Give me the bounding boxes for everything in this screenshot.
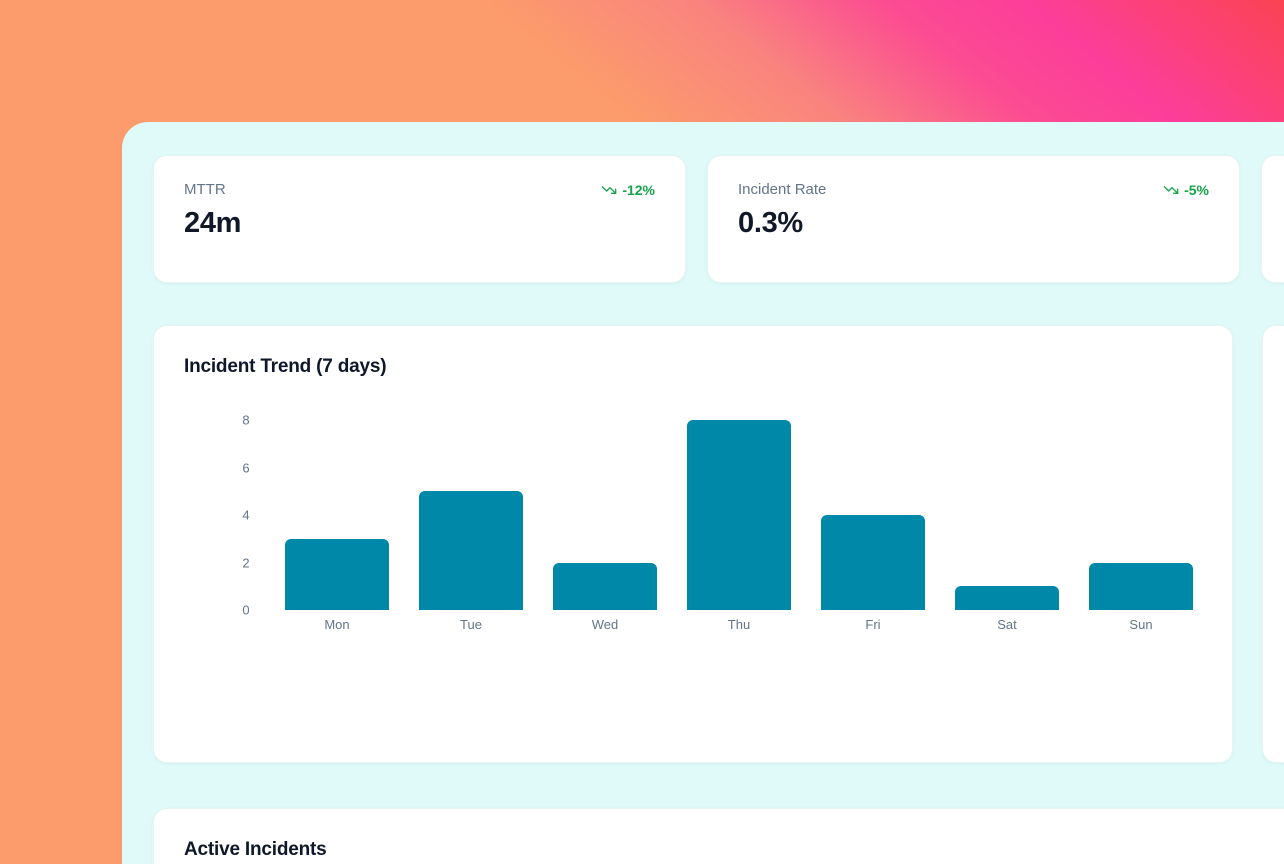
y-axis-tick: 6	[242, 460, 250, 475]
bar-thu	[687, 420, 791, 610]
x-axis-label: Thu	[727, 617, 751, 632]
bar-plot: 0 2 4 6 8	[242, 413, 1208, 618]
x-axis-label: Fri	[865, 617, 881, 632]
bar-column	[538, 420, 672, 610]
dashboard-panel: MTTR -12% 24m Incident Rate	[122, 122, 1284, 864]
stat-delta-value: -12%	[622, 181, 655, 198]
trending-down-icon	[1163, 182, 1179, 198]
bar-sat	[955, 586, 1059, 610]
stat-card-mttr: MTTR -12% 24m	[153, 155, 686, 283]
bar-sun	[1089, 562, 1193, 610]
y-axis-tick: 0	[242, 602, 250, 618]
chart-title: Incident Trend (7 days)	[184, 356, 387, 377]
y-axis-tick: 4	[242, 507, 250, 523]
incidents-title: Active Incidents	[184, 839, 327, 860]
x-axis-labels: Mon Tue Wed Thu Fri Sat Sun	[270, 617, 1208, 632]
bar-column	[940, 420, 1074, 610]
chart-card-partial	[1262, 325, 1284, 763]
stat-label: MTTR	[184, 181, 226, 198]
bar-column	[270, 420, 404, 610]
x-axis-label: Mon	[324, 617, 350, 632]
bar-fri	[821, 515, 925, 610]
y-axis-tick: 2	[242, 555, 250, 570]
incident-trend-card: Incident Trend (7 days) 0 2 4 6 8 Mon Tue Wed T…	[153, 325, 1233, 763]
stat-delta: -12%	[601, 182, 655, 198]
trending-down-icon	[601, 182, 617, 198]
y-axis-tick: 8	[242, 412, 250, 428]
stat-value: 24m	[184, 207, 242, 239]
stat-label: Incident Rate	[738, 181, 827, 198]
stat-delta: -5%	[1163, 182, 1209, 198]
bar-mon	[285, 538, 389, 610]
charts-row: Incident Trend (7 days) 0 2 4 6 8 Mon Tue Wed T…	[153, 325, 1284, 763]
active-incidents-card: Active Incidents	[153, 808, 1284, 864]
stat-card-incident-rate: Incident Rate -5% 0.3%	[707, 155, 1240, 283]
stat-card-partial	[1261, 155, 1284, 283]
bar-column	[806, 420, 940, 610]
x-axis-label: Tue	[460, 617, 482, 632]
bar-column	[672, 420, 806, 610]
x-axis-label: Wed	[591, 617, 619, 632]
stat-delta-value: -5%	[1184, 181, 1209, 198]
x-axis-label: Sat	[997, 617, 1017, 632]
stats-row: MTTR -12% 24m Incident Rate	[153, 155, 1284, 283]
stat-value: 0.3%	[738, 207, 803, 239]
bar-tue	[419, 491, 523, 610]
bar-column	[404, 420, 538, 610]
bar-wed	[553, 562, 657, 610]
bar-column	[1074, 420, 1208, 610]
bar-chart: 0 2 4 6 8 Mon Tue Wed Thu Fri Sat Sun	[242, 413, 1208, 632]
x-axis-label: Sun	[1129, 617, 1153, 632]
